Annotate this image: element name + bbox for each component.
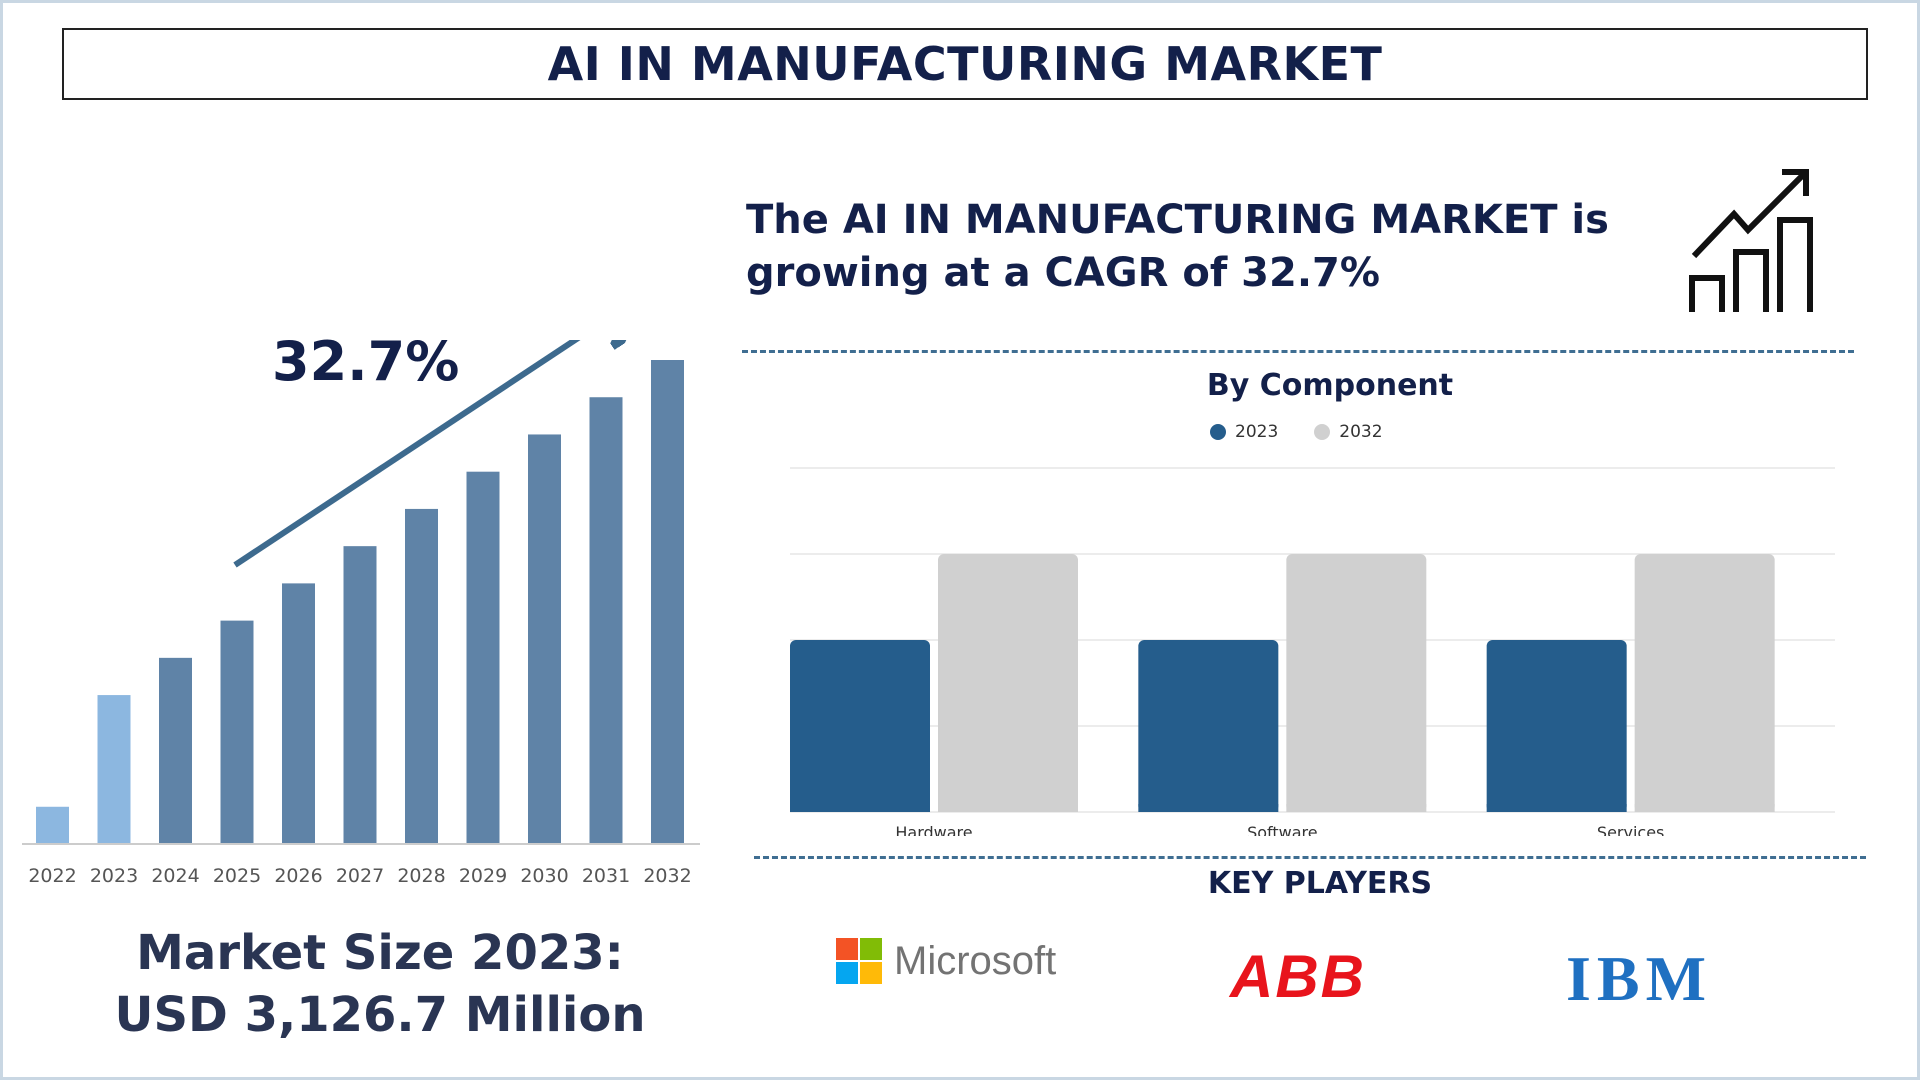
ibm-logo-text: IBM [1566, 943, 1712, 1014]
component-legend: 2023 2032 [1210, 422, 1383, 442]
legend-item-2032: 2032 [1314, 422, 1383, 442]
microsoft-logo: Microsoft [836, 938, 1056, 984]
growth-bar-chart: 2022 2023 2024 2025 2026 2027 2028 2029 2030 2031… [22, 340, 700, 887]
growth-tick-2026: 2026 [274, 865, 322, 887]
legend-label-2023: 2023 [1235, 422, 1279, 442]
growth-tick-2031: 2031 [582, 865, 630, 887]
cagr-annotation: 32.7% [272, 330, 460, 393]
growth-bar-2022 [36, 806, 69, 844]
growth-tick-2028: 2028 [397, 865, 445, 887]
growth-tick-2025: 2025 [213, 865, 261, 887]
divider-top [742, 350, 1854, 353]
growth-bar-2031 [589, 397, 623, 844]
component-bar-base-services-2032 [1634, 804, 1775, 812]
component-bar-base-hardware-2023 [790, 804, 930, 812]
key-players-title: KEY PLAYERS [1207, 866, 1433, 901]
growth-bar-2027 [343, 546, 377, 844]
component-bar-base-software-2032 [1286, 804, 1427, 812]
component-bar-base-hardware-2032 [938, 804, 1078, 812]
legend-marker-2023 [1210, 424, 1226, 440]
microsoft-logo-mark [836, 938, 882, 984]
growth-bar-2026 [282, 583, 315, 844]
legend-marker-2032 [1314, 424, 1331, 440]
abb-logo-text: ABB [1230, 943, 1366, 1010]
growth-tick-2023: 2023 [90, 865, 138, 887]
growth-tick-2022: 2022 [28, 865, 76, 887]
growth-bar-2024 [159, 657, 192, 844]
microsoft-logo-text: Microsoft [894, 938, 1057, 983]
growth-tick-2027: 2027 [336, 865, 384, 887]
component-label-software: Software [1247, 823, 1318, 836]
growth-trend-arrow [233, 340, 628, 568]
component-bar-base-services-2023 [1486, 804, 1627, 812]
component-bar-services-2032 [1634, 554, 1775, 812]
cagr-headline: The AI IN MANUFACTURING MARKET is growin… [746, 194, 1686, 300]
growth-bar-2030 [528, 434, 561, 844]
component-bar-services-2023 [1486, 640, 1627, 812]
divider-bottom [754, 856, 1866, 859]
market-size: Market Size 2023: USD 3,126.7 Million [60, 922, 700, 1046]
component-bar-software-2023 [1138, 640, 1279, 812]
bar-chart-growth-icon [1689, 169, 1813, 312]
growth-tick-2024: 2024 [151, 865, 199, 887]
legend-label-2032: 2032 [1339, 422, 1383, 442]
growth-bar-2025 [220, 620, 254, 844]
page-title: AI IN MANUFACTURING MARKET [62, 28, 1868, 100]
component-bar-chart: Hardware Software Services [790, 467, 1835, 836]
growth-bar-2028 [405, 508, 438, 844]
growth-bar-2032 [651, 360, 684, 844]
headline-line-1: The AI IN MANUFACTURING MARKET is [746, 197, 1609, 243]
market-size-line-2: USD 3,126.7 Million [114, 987, 646, 1043]
growth-bar-2023 [97, 695, 131, 844]
component-bar-base-software-2023 [1138, 804, 1279, 812]
component-chart-title: By Component [1206, 368, 1454, 403]
growth-tick-2029: 2029 [459, 865, 507, 887]
market-size-line-1: Market Size 2023: [136, 925, 624, 981]
component-label-services: Services [1597, 823, 1664, 836]
component-bar-software-2032 [1286, 554, 1427, 812]
component-label-hardware: Hardware [895, 823, 972, 836]
ibm-logo: IBM [1566, 942, 1712, 1016]
component-bar-hardware-2032 [938, 554, 1078, 812]
component-bar-hardware-2023 [790, 640, 930, 812]
growth-bar-2029 [466, 471, 500, 844]
legend-item-2023: 2023 [1210, 422, 1278, 442]
growth-tick-2032: 2032 [643, 865, 691, 887]
abb-logo: ABB [1230, 942, 1366, 1011]
growth-tick-2030: 2030 [520, 865, 568, 887]
headline-line-2: growing at a CAGR of 32.7% [746, 250, 1380, 296]
